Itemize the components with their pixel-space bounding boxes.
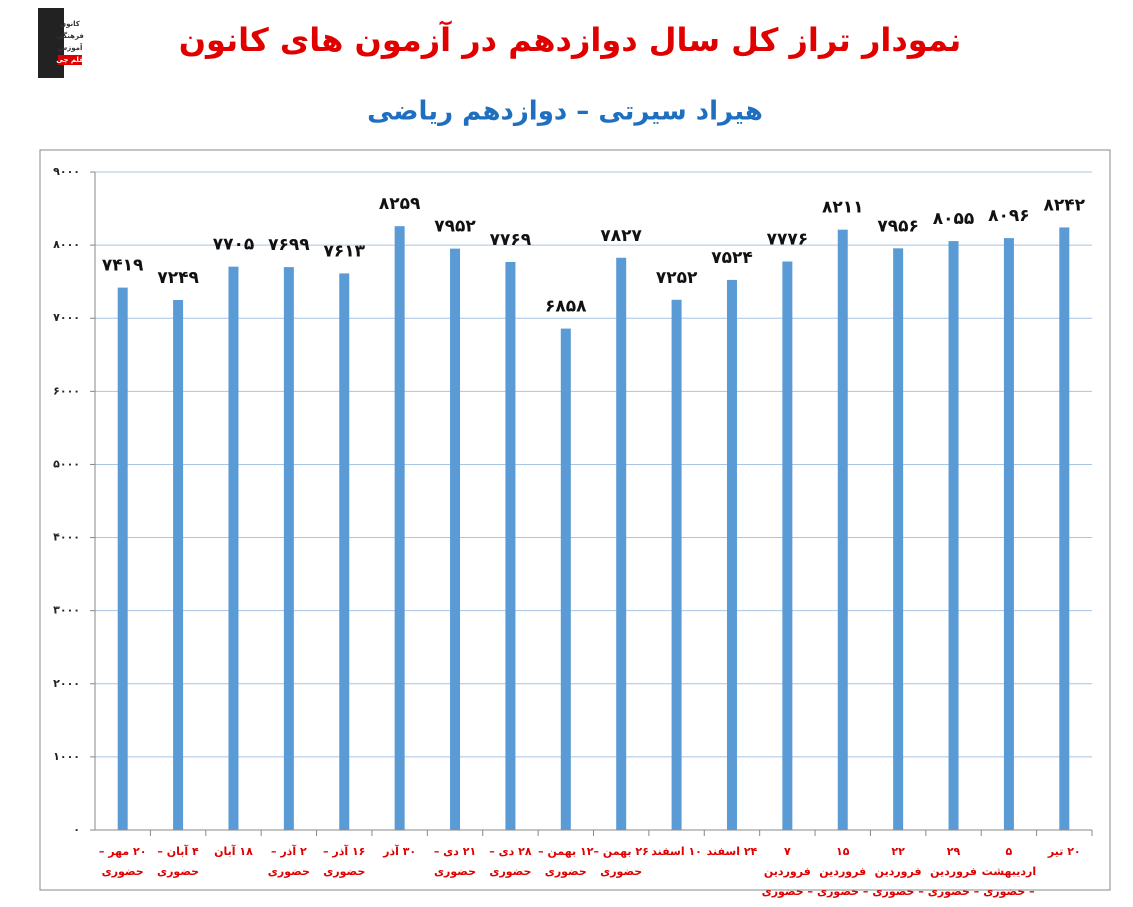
x-tick-label: ۷ فروردین – حضوری xyxy=(761,845,814,898)
value-label: ۷۸۲۷ xyxy=(600,226,642,246)
x-tick-label: ۴ آبان – حضوری xyxy=(157,845,200,878)
bar xyxy=(339,273,350,830)
bar xyxy=(1059,227,1070,831)
value-label: ۷۲۴۹ xyxy=(157,268,199,288)
value-label: ۶۸۵۸ xyxy=(545,297,587,317)
y-tick-label: ۷۰۰۰ xyxy=(53,311,80,324)
x-tick-label: ۵ اردیبهشت – حضوری xyxy=(981,845,1037,898)
logo: کانون فرهنگی آموزش قلم چی xyxy=(56,20,84,65)
value-label: ۸۰۹۶ xyxy=(988,206,1030,226)
bar xyxy=(893,248,904,830)
bar xyxy=(837,229,848,830)
logo-badge xyxy=(58,55,82,65)
value-label: ۸۲۱۱ xyxy=(822,198,864,218)
x-tick-label: ۱۸ آبان xyxy=(214,845,253,858)
chart-frame xyxy=(39,149,1111,891)
y-tick-label: ۱۰۰۰ xyxy=(53,750,80,763)
y-tick-label: ۰ xyxy=(73,823,80,836)
value-label: ۷۶۹۹ xyxy=(268,235,310,255)
value-label: ۷۴۱۹ xyxy=(102,256,144,276)
x-tick-label: ۲۰ تیر xyxy=(1047,845,1081,858)
x-tick-label: ۳۰ آذر xyxy=(383,845,417,858)
bar xyxy=(782,261,793,830)
y-tick-label: ۴۰۰۰ xyxy=(53,531,80,544)
value-label: ۸۲۴۲ xyxy=(1044,195,1086,215)
x-tick-label: ۲۱ دی – حضوری xyxy=(433,845,477,878)
bar xyxy=(616,257,627,830)
x-tick-label: ۲۹ فروردین – حضوری xyxy=(927,845,980,898)
bar xyxy=(671,299,682,830)
value-label: ۷۷۰۵ xyxy=(213,235,255,255)
value-label: ۷۷۶۹ xyxy=(490,230,532,250)
value-label: ۷۲۵۲ xyxy=(656,268,698,288)
y-tick-label: ۵۰۰۰ xyxy=(53,457,80,470)
bar xyxy=(726,279,737,830)
x-tick-label: ۱۵ فروردین – حضوری xyxy=(817,845,869,898)
value-label: ۸۲۵۹ xyxy=(379,194,421,214)
logo-text: فرهنگی xyxy=(56,31,84,40)
logo-text: قلم چی xyxy=(56,56,84,64)
x-tick-label: ۲۰ مهر – حضوری xyxy=(98,845,147,878)
y-tick-label: ۸۰۰۰ xyxy=(53,238,80,251)
x-tick-label: ۲۲ فروردین – حضوری xyxy=(872,845,924,898)
x-tick-label: ۱۲ بهمن – حضوری xyxy=(538,845,594,878)
bar xyxy=(228,266,239,830)
value-label: ۷۷۷۶ xyxy=(767,229,809,249)
chart-title: نمودار تراز کل سال دوازدهم در آزمون های … xyxy=(179,20,962,59)
bar xyxy=(560,328,571,830)
logo-text: کانون xyxy=(60,20,81,28)
value-label: ۷۵۲۴ xyxy=(711,248,753,268)
value-label: ۷۹۵۲ xyxy=(434,217,476,237)
x-tick-label: ۲۸ دی – حضوری xyxy=(489,845,532,878)
x-tick-label: ۲۴ اسفند xyxy=(706,845,758,858)
bar xyxy=(173,300,184,830)
x-tick-label: ۱۶ آذر – حضوری xyxy=(323,845,366,878)
y-tick-label: ۳۰۰۰ xyxy=(53,604,80,617)
bar xyxy=(283,267,294,830)
value-label: ۷۶۱۳ xyxy=(323,241,365,261)
bar xyxy=(1003,238,1014,831)
logo-text: آموزش xyxy=(58,43,83,52)
x-tick-label: ۱۰ اسفند xyxy=(651,845,702,858)
chart-subtitle: هیراد سیرتی – دوازدهم ریاضی xyxy=(367,97,763,127)
bar xyxy=(117,287,128,831)
x-tick-label: ۲۶ بهمن – حضوری xyxy=(593,845,649,878)
value-label: ۸۰۵۵ xyxy=(933,209,975,229)
y-tick-label: ۶۰۰۰ xyxy=(53,384,80,397)
bar xyxy=(450,248,461,831)
bar xyxy=(948,241,959,831)
bar xyxy=(394,226,405,830)
y-tick-label: ۹۰۰۰ xyxy=(53,165,80,178)
y-tick-label: ۲۰۰۰ xyxy=(53,677,80,690)
x-tick-label: ۲ آذر – حضوری xyxy=(267,845,310,878)
logo-icon xyxy=(38,8,64,78)
value-label: ۷۹۵۶ xyxy=(877,216,919,236)
bar xyxy=(505,261,516,831)
